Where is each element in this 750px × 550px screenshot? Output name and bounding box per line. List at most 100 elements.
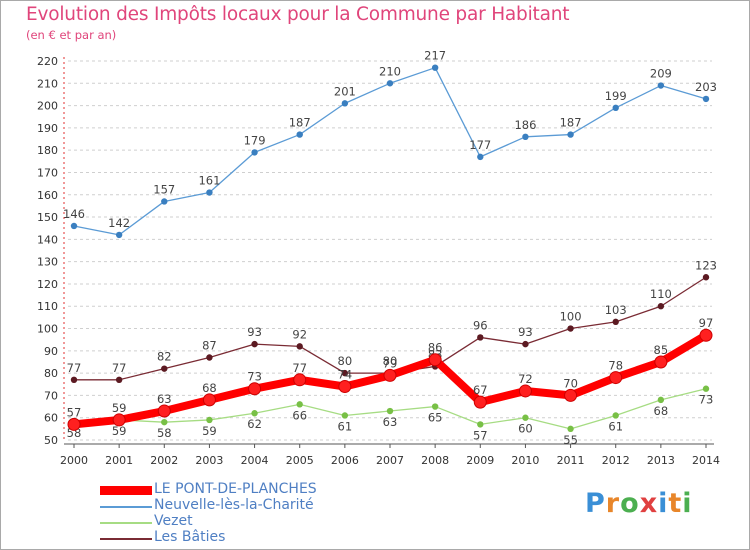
data-label: 93 [247,325,262,339]
logo-letter: x [639,488,659,519]
logo-letter: P [585,488,606,519]
data-label: 80 [383,354,398,368]
y-tick-label: 220 [37,55,58,68]
data-point [657,303,665,310]
data-point [112,413,126,427]
y-tick-label: 150 [37,211,58,224]
x-tick-label: 2001 [105,454,133,467]
data-point [612,318,619,326]
data-point [206,354,213,361]
data-label: 210 [379,64,401,78]
y-tick-label: 200 [37,100,58,113]
y-tick-label: 100 [37,323,58,336]
data-label: 217 [424,49,446,63]
data-label: 93 [518,325,533,339]
data-label: 55 [563,433,578,447]
x-tick-label: 2008 [421,454,449,467]
x-tick-label: 2005 [286,454,314,467]
data-label: 79 [383,356,398,370]
data-label: 62 [247,417,262,431]
x-tick-label: 2009 [466,454,494,467]
data-label: 103 [605,303,627,317]
y-tick-label: 160 [37,189,58,202]
data-label: 123 [695,258,717,272]
data-label: 60 [518,422,533,436]
data-point [383,368,397,382]
data-point [702,274,710,281]
data-point [341,369,349,377]
data-label: 161 [198,174,220,188]
data-label: 157 [153,182,175,196]
data-label: 86 [428,341,443,355]
data-point [251,149,258,156]
data-point [251,410,258,417]
x-tick-label: 2000 [60,454,88,467]
data-label: 87 [202,339,217,353]
x-tick-label: 2013 [647,454,675,467]
data-label: 187 [560,116,582,130]
data-point [567,325,574,332]
data-point [293,373,307,387]
data-point [564,388,578,402]
data-point [70,376,78,384]
x-tick-label: 2004 [241,454,269,467]
data-label: 187 [289,116,311,130]
data-label: 57 [67,405,82,419]
data-label: 67 [473,383,488,397]
data-label: 59 [202,424,217,438]
chart-title: Evolution des Impôts locaux pour la Comm… [26,4,570,25]
data-point [522,133,529,140]
data-label: 61 [338,419,353,433]
data-label: 78 [608,359,623,373]
data-point [70,222,78,230]
data-label: 73 [247,370,262,384]
data-label: 110 [650,287,672,301]
data-label: 82 [157,350,172,364]
y-tick-label: 50 [44,434,58,447]
legend-label: Les Bâties [154,529,226,545]
data-point [654,355,668,369]
data-point [296,343,303,350]
x-tick-label: 2003 [195,454,223,467]
data-point [657,396,665,404]
data-point [518,384,532,398]
data-label: 100 [560,310,582,324]
series-les-b-ties: 7777828793928080839693100103110123 [67,258,717,384]
data-label: 186 [514,118,536,132]
y-tick-label: 170 [37,166,58,179]
y-tick-label: 120 [37,278,58,291]
chart-subtitle: (en € et par an) [26,28,117,42]
data-label: 59 [112,401,127,415]
legend-swatch [100,486,152,495]
data-label: 199 [605,89,627,103]
x-tick-label: 2011 [557,454,585,467]
legend-swatch [100,538,152,540]
data-label: 203 [695,80,717,94]
data-point [386,80,394,87]
data-point [115,231,123,239]
x-tick-label: 2010 [511,454,539,467]
y-tick-label: 80 [44,367,58,380]
data-label: 73 [699,393,714,407]
data-label: 179 [244,133,266,147]
logo-letter: o [620,488,640,519]
data-point [202,393,216,407]
y-tick-label: 210 [37,77,58,90]
legend-swatch [100,506,152,508]
data-point [157,404,171,418]
data-label: 96 [473,318,488,332]
data-label: 80 [338,354,353,368]
data-point [248,382,262,396]
data-label: 177 [469,138,491,152]
x-tick-label: 2014 [692,454,720,467]
y-tick-label: 130 [37,256,58,269]
data-point [612,104,619,112]
data-point [161,198,168,205]
data-point [431,403,439,410]
y-tick-label: 140 [37,233,58,246]
x-tick-label: 2007 [376,454,404,467]
series-neuvelle-l-s-la-charit-: 146 142 157 161 179 187 201 210 217 177 186 187 199 2… [63,49,717,239]
data-label: 63 [157,392,172,406]
